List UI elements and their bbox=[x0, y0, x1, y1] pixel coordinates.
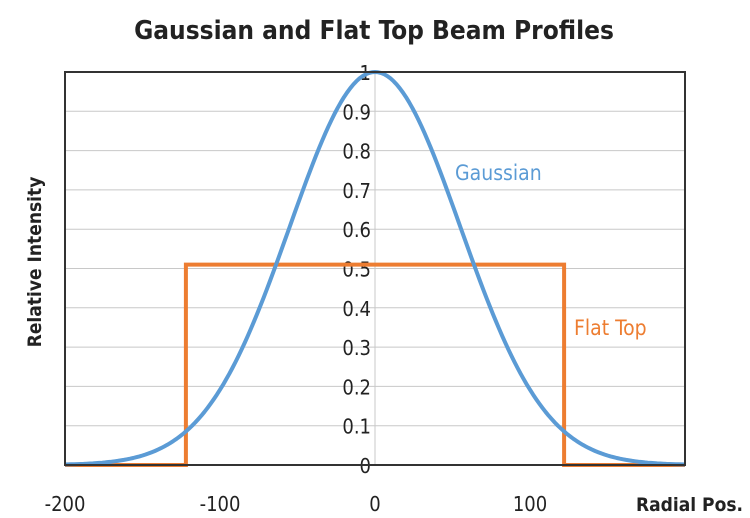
y-tick-label: 0.7 bbox=[342, 179, 371, 203]
flat-top-series-label: Flat Top bbox=[574, 316, 647, 340]
y-tick-label: 0.1 bbox=[342, 415, 371, 439]
y-tick-label: 0.8 bbox=[342, 140, 371, 164]
y-tick-label: 0.2 bbox=[342, 375, 371, 399]
grid-lines bbox=[65, 71, 685, 466]
x-axis-ticks: -200 -100 0 100 bbox=[45, 492, 548, 516]
y-axis-ticks: 00.10.20.30.40.50.60.70.80.91 bbox=[342, 61, 371, 478]
x-tick-label: -200 bbox=[45, 492, 86, 516]
x-axis-title: Radial Pos. bbox=[636, 494, 743, 516]
y-tick-label: 0.9 bbox=[342, 100, 371, 124]
x-tick-label: -100 bbox=[200, 492, 241, 516]
y-tick-label: 0.5 bbox=[342, 258, 371, 282]
y-tick-label: 0.4 bbox=[342, 297, 371, 321]
y-axis-title: Relative Intensity bbox=[24, 177, 46, 348]
gaussian-series-label: Gaussian bbox=[455, 161, 542, 185]
x-tick-label: 100 bbox=[513, 492, 547, 516]
x-tick-label: 0 bbox=[369, 492, 380, 516]
y-tick-label: 0.3 bbox=[342, 336, 371, 360]
y-tick-label: 0.6 bbox=[342, 218, 371, 242]
plot-frame bbox=[64, 71, 686, 466]
chart-title: Gaussian and Flat Top Beam Profiles bbox=[134, 16, 614, 46]
